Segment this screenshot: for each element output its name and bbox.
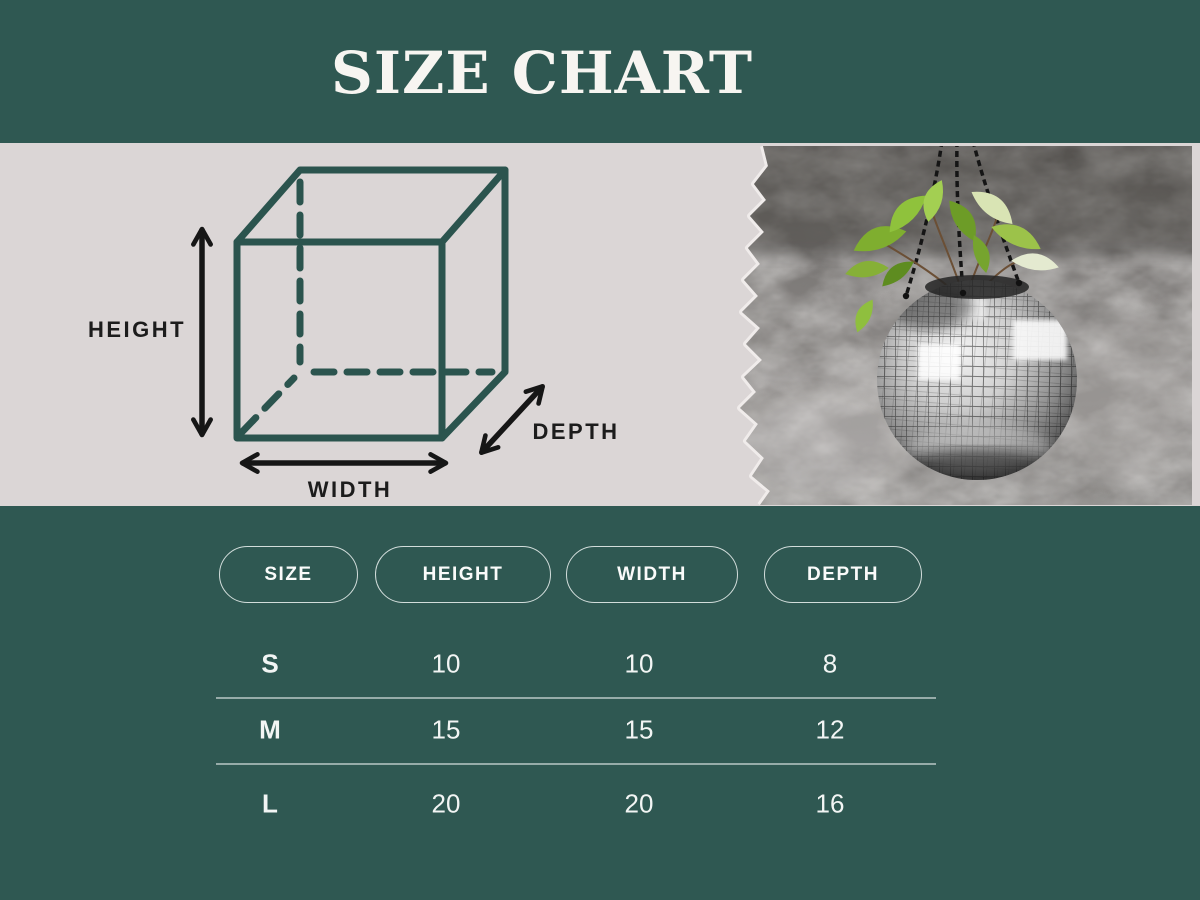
pill-label: SIZE bbox=[264, 563, 313, 585]
page-title: SIZE CHART bbox=[330, 39, 754, 107]
row-l-depth: 16 bbox=[815, 788, 845, 819]
column-header-height: HEIGHT bbox=[375, 546, 551, 603]
row-s-height: 10 bbox=[431, 648, 461, 679]
dimension-diagram: HEIGHT WIDTH DEPTH bbox=[88, 166, 619, 502]
row-l-size: L bbox=[262, 788, 278, 819]
pill-label: WIDTH bbox=[617, 563, 687, 585]
depth-label: DEPTH bbox=[532, 419, 619, 444]
row-s-size: S bbox=[261, 648, 279, 679]
row-m-width: 15 bbox=[624, 714, 654, 745]
pill-label: DEPTH bbox=[807, 563, 879, 585]
row-m-height: 15 bbox=[431, 714, 461, 745]
row-separator bbox=[216, 763, 936, 765]
row-m-size: M bbox=[259, 714, 281, 745]
disco-ball-planter bbox=[877, 275, 1077, 480]
row-separator bbox=[216, 697, 936, 699]
width-label: WIDTH bbox=[308, 477, 393, 502]
height-label: HEIGHT bbox=[88, 317, 186, 342]
row-s-depth: 8 bbox=[822, 648, 838, 679]
row-l-width: 20 bbox=[624, 788, 654, 819]
cube-hidden-edges bbox=[238, 178, 496, 436]
row-m-depth: 12 bbox=[815, 714, 845, 745]
column-header-depth: DEPTH bbox=[764, 546, 922, 603]
cube-outline bbox=[233, 166, 509, 442]
row-l-height: 20 bbox=[431, 788, 461, 819]
plant-leaves bbox=[845, 180, 1059, 333]
product-photo bbox=[737, 146, 1192, 505]
column-header-width: WIDTH bbox=[566, 546, 738, 603]
row-s-width: 10 bbox=[624, 648, 654, 679]
depth-arrow bbox=[479, 383, 545, 456]
column-header-size: SIZE bbox=[219, 546, 358, 603]
pill-label: HEIGHT bbox=[422, 563, 504, 585]
